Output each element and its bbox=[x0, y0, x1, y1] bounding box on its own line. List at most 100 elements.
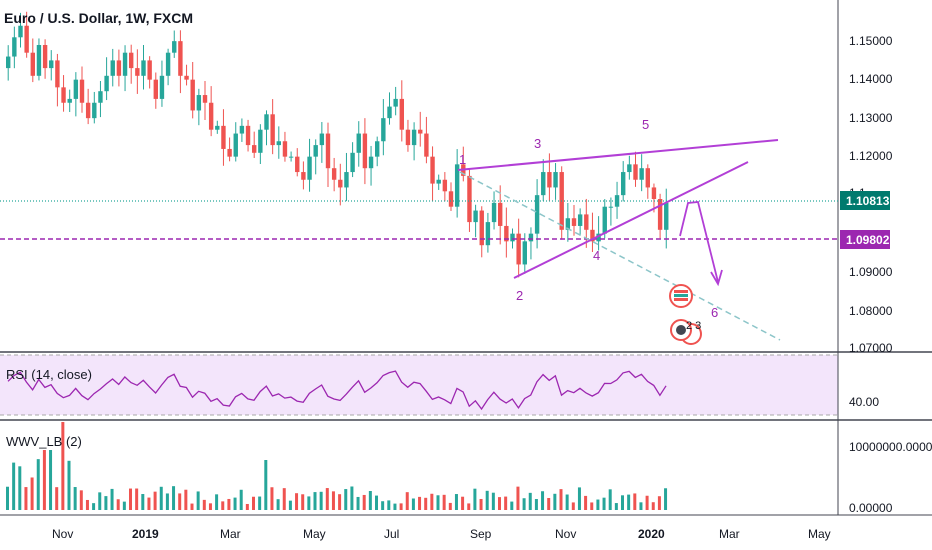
candle-body bbox=[141, 60, 146, 76]
candle bbox=[381, 99, 386, 156]
time-tick: Sep bbox=[470, 527, 492, 541]
us-flag-event-icon[interactable] bbox=[669, 284, 693, 308]
candle bbox=[516, 218, 521, 278]
candle-body bbox=[116, 60, 122, 76]
price-axis[interactable]: 1.15000 1.14000 1.13000 1.12000 1.1 1.09… bbox=[849, 34, 893, 355]
volume-bar bbox=[110, 488, 114, 510]
volume-bar bbox=[36, 459, 40, 510]
candle bbox=[110, 48, 115, 87]
volume-bar bbox=[18, 466, 22, 510]
multi-event-icon[interactable] bbox=[670, 319, 702, 345]
candle-body bbox=[645, 168, 650, 188]
candle-body bbox=[42, 45, 48, 69]
volume-bar bbox=[270, 487, 274, 510]
volume-bar bbox=[602, 497, 606, 510]
candle-body bbox=[276, 141, 281, 146]
candle bbox=[147, 56, 152, 89]
volume-bar bbox=[498, 497, 501, 510]
volume-bar bbox=[356, 496, 360, 510]
volume-bar bbox=[375, 495, 378, 510]
volume-bar bbox=[245, 503, 249, 510]
candle bbox=[485, 212, 491, 253]
volume-bar bbox=[252, 496, 255, 510]
wave-label-3: 3 bbox=[534, 136, 541, 151]
candle bbox=[614, 181, 620, 219]
candle bbox=[338, 163, 343, 206]
candle bbox=[565, 202, 571, 242]
candle-body bbox=[522, 241, 527, 265]
time-axis[interactable]: Nov 2019 Mar May Jul Sep Nov 2020 Mar Ma… bbox=[52, 527, 831, 541]
candle-body bbox=[399, 98, 404, 130]
candle bbox=[411, 122, 417, 161]
volume-bar bbox=[135, 488, 139, 510]
candle-body bbox=[61, 87, 66, 103]
volume-bar bbox=[541, 491, 545, 510]
candle-body bbox=[621, 172, 626, 196]
time-tick: 2019 bbox=[132, 527, 159, 541]
candle-body bbox=[608, 206, 614, 208]
volume-bar bbox=[24, 487, 28, 510]
candle-body bbox=[190, 79, 195, 111]
candle bbox=[621, 161, 626, 202]
volume-bar bbox=[577, 487, 581, 510]
candle-body bbox=[165, 52, 171, 76]
volume-bar bbox=[122, 501, 126, 510]
volume-bar bbox=[510, 501, 514, 510]
wave-label-1: 1 bbox=[459, 152, 466, 167]
volume-bar bbox=[657, 496, 661, 510]
candle-body bbox=[233, 133, 238, 157]
time-tick: Jul bbox=[384, 527, 399, 541]
candle-body bbox=[454, 164, 460, 207]
main-pane[interactable] bbox=[0, 0, 838, 352]
candle bbox=[42, 39, 48, 79]
candle bbox=[141, 45, 146, 90]
candle bbox=[498, 185, 503, 245]
volume-bar bbox=[227, 498, 231, 510]
candle-body bbox=[331, 168, 337, 180]
volume-bar bbox=[430, 493, 434, 510]
rsi-indicator-label[interactable]: RSI (14, close) bbox=[6, 367, 92, 382]
candle bbox=[288, 151, 294, 162]
candle bbox=[18, 12, 23, 48]
volume-bar bbox=[350, 486, 354, 510]
candle-body bbox=[252, 145, 257, 153]
volume-bar bbox=[338, 494, 342, 510]
volume-indicator-label[interactable]: WWV_LB (2) bbox=[6, 434, 82, 449]
candle-body bbox=[258, 129, 263, 153]
candle-body bbox=[221, 125, 226, 149]
price-tick: 1.09000 bbox=[849, 265, 893, 279]
candle bbox=[645, 164, 650, 199]
volume-axis-tick-bottom: 0.00000 bbox=[849, 501, 893, 515]
candle-body bbox=[430, 156, 435, 184]
candle bbox=[534, 179, 540, 249]
candle-body bbox=[350, 152, 355, 173]
rsi-pane-bg bbox=[0, 355, 838, 415]
wave-label-5: 5 bbox=[642, 117, 649, 132]
candle-body bbox=[6, 56, 11, 69]
candle-body bbox=[147, 60, 152, 80]
candle-body bbox=[129, 52, 134, 69]
volume-bar bbox=[92, 503, 96, 510]
candle bbox=[541, 159, 546, 202]
projection-arrowhead bbox=[710, 269, 723, 287]
price-tick: 1.12000 bbox=[849, 149, 893, 163]
candle-body bbox=[159, 75, 165, 99]
candle bbox=[436, 174, 441, 190]
candle-body bbox=[387, 106, 392, 119]
candle-body bbox=[565, 218, 571, 230]
volume-bar bbox=[565, 494, 569, 510]
volume-bar bbox=[534, 499, 538, 510]
candle-body bbox=[553, 172, 558, 188]
candle bbox=[571, 205, 577, 236]
candle bbox=[559, 166, 564, 240]
candle-body bbox=[307, 156, 312, 180]
candle bbox=[36, 38, 42, 81]
candle-body bbox=[418, 129, 423, 134]
candle bbox=[577, 208, 583, 236]
volume-bar bbox=[584, 495, 588, 510]
candle-body bbox=[24, 25, 29, 53]
candle bbox=[270, 99, 275, 155]
lower-wedge-line bbox=[513, 161, 749, 279]
